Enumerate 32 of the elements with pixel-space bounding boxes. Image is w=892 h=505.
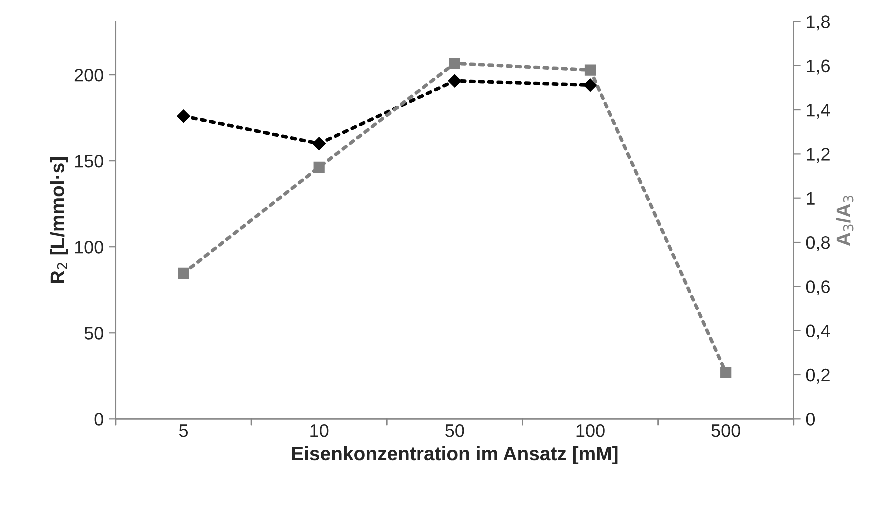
y-tick-label: 150 (75, 155, 104, 168)
point (720, 367, 732, 378)
y-axis-title: R$_{2}$ [L/mmol·s] (50, 157, 68, 284)
point (178, 268, 190, 279)
point (177, 110, 190, 123)
x-tick-label: 10 (310, 424, 329, 438)
y2-tick-label: 0,8 (806, 236, 830, 252)
y2-tick-label: 0,6 (806, 280, 830, 296)
y2-tick-label: 1,2 (807, 148, 830, 164)
y2-tick-label: 0,2 (806, 368, 830, 384)
y2-tick-label: 1,8 (807, 16, 830, 31)
y-tick-label: 200 (74, 68, 104, 82)
y2-tick-label: 1 (807, 192, 815, 205)
point (584, 78, 598, 92)
x-tick-label: 50 (446, 424, 464, 438)
x-tick-label: 100 (576, 424, 605, 438)
y-tick-label: 100 (75, 241, 104, 254)
point (312, 137, 326, 150)
y-tick-label: 0 (94, 413, 104, 426)
point (314, 162, 325, 173)
y-tick-label: 50 (84, 327, 104, 340)
y2-tick-label: 1,6 (807, 60, 830, 75)
y2-tick-label: 0 (806, 413, 816, 426)
y2-axis-title: A$_{3}$/A$_{3}$ (836, 196, 854, 246)
y2-tick-label: 0,4 (806, 324, 830, 340)
x-tick-label: 500 (712, 424, 740, 438)
x-axis-title: Eisenkonzentration im Ansatz [mM] (292, 446, 618, 465)
x-tick-label: 5 (179, 424, 188, 438)
y2-tick-label: 1,4 (807, 104, 830, 119)
point (584, 64, 596, 76)
point (448, 74, 462, 88)
point (449, 58, 460, 70)
